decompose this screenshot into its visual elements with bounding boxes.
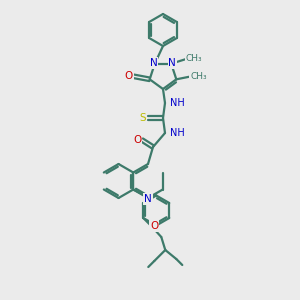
Text: N: N	[150, 58, 158, 68]
Text: O: O	[150, 221, 158, 231]
Text: NH: NH	[170, 128, 185, 138]
Text: O: O	[124, 71, 133, 81]
Text: CH₃: CH₃	[186, 54, 202, 63]
Text: S: S	[140, 113, 146, 123]
Text: O: O	[133, 135, 141, 145]
Text: N: N	[168, 58, 176, 68]
Text: N: N	[144, 194, 152, 204]
Text: NH: NH	[170, 98, 185, 108]
Text: CH₃: CH₃	[190, 72, 207, 81]
